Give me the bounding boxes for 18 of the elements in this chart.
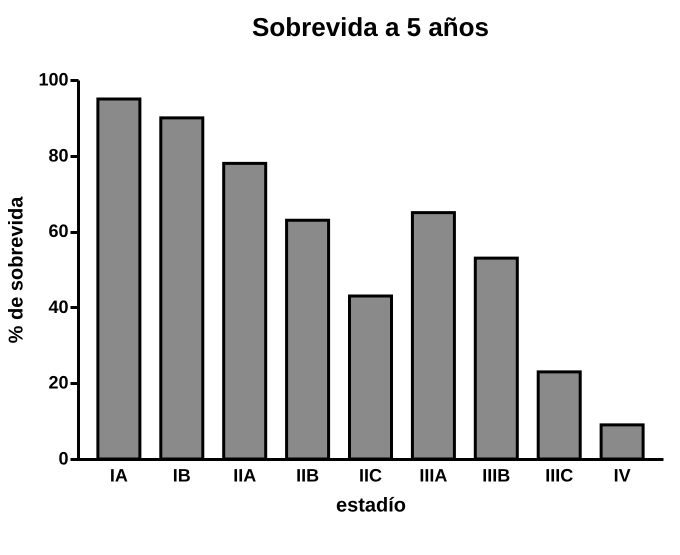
y-tick-label: 40 — [48, 296, 68, 317]
x-axis-title: estadío — [336, 494, 406, 516]
x-tick-label: IA — [110, 466, 128, 486]
y-tick-label: 80 — [48, 145, 68, 166]
y-tick-label: 100 — [38, 70, 68, 90]
x-tick-label: IIA — [233, 466, 256, 486]
y-tick-label: 0 — [58, 448, 68, 468]
x-tick-label: IIIA — [419, 466, 448, 486]
chart-title: Sobrevida a 5 años — [252, 12, 489, 42]
y-tick-label: 60 — [48, 221, 68, 242]
x-tick-label: IIB — [296, 466, 320, 486]
y-axis-title: % de sobrevida — [5, 196, 28, 344]
x-tick-label: IIIB — [482, 466, 510, 486]
x-tick-label: IIIC — [545, 466, 574, 486]
x-tick-label: IIC — [358, 466, 382, 486]
y-tick-label: 20 — [48, 372, 68, 393]
x-tick-label: IV — [614, 466, 631, 486]
x-tick-label: IB — [172, 466, 191, 486]
